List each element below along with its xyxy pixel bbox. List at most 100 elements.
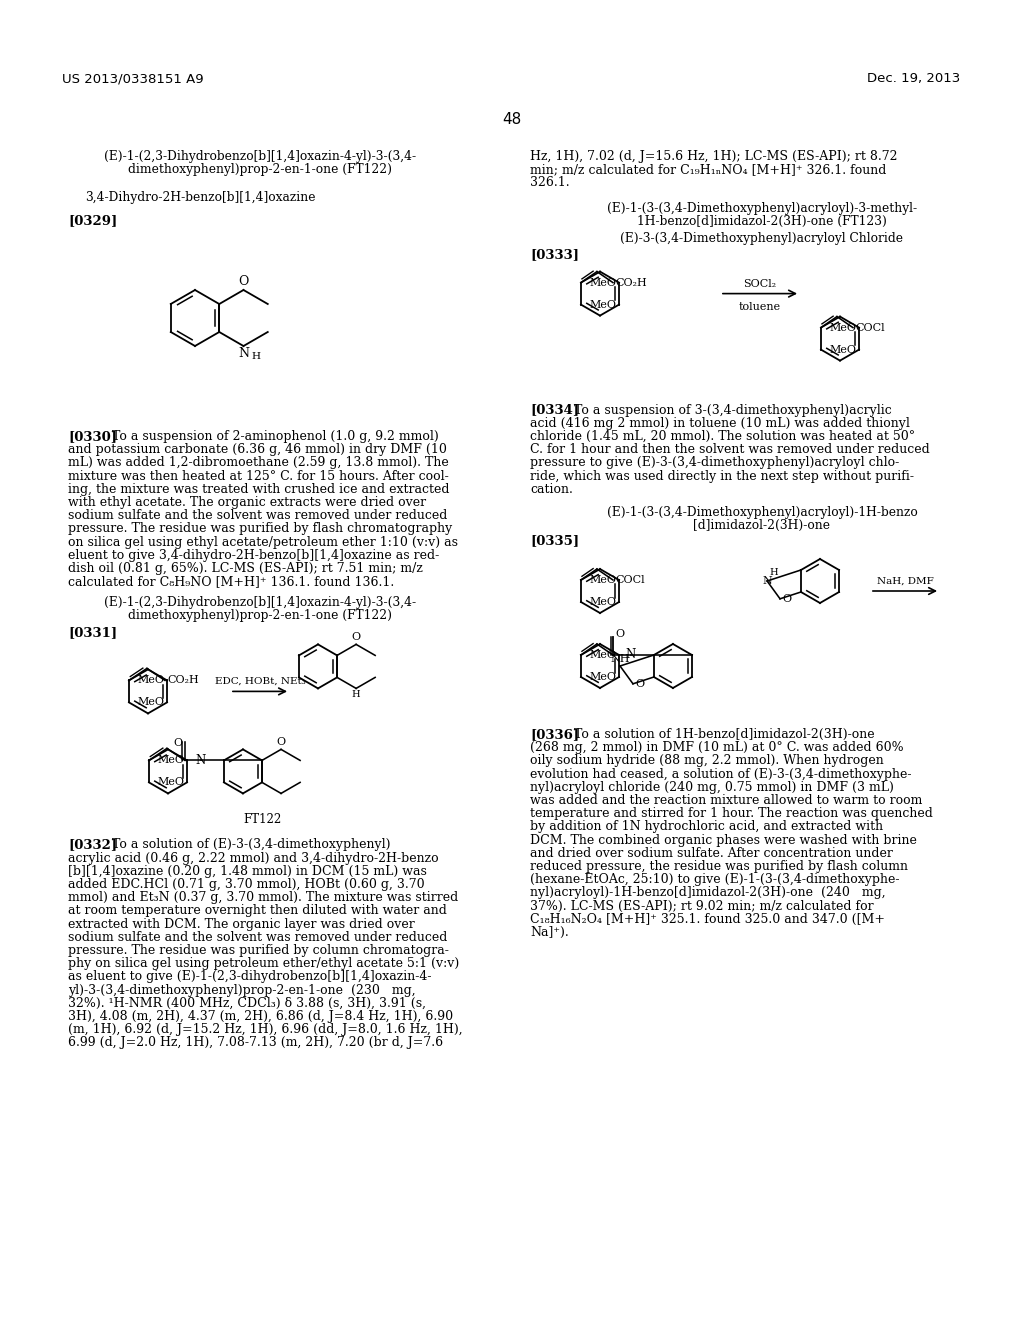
Text: with ethyl acetate. The organic extracts were dried over: with ethyl acetate. The organic extracts…	[68, 496, 426, 510]
Text: MeO: MeO	[157, 755, 184, 766]
Text: MeO: MeO	[589, 300, 616, 310]
Text: sodium sulfate and the solvent was removed under reduced: sodium sulfate and the solvent was remov…	[68, 510, 447, 523]
Text: N: N	[626, 648, 636, 661]
Text: (E)-1-(2,3-Dihydrobenzo[b][1,4]oxazin-4-yl)-3-(3,4-: (E)-1-(2,3-Dihydrobenzo[b][1,4]oxazin-4-…	[104, 150, 416, 162]
Text: cation.: cation.	[530, 483, 572, 496]
Text: [0330]: [0330]	[68, 430, 117, 444]
Text: dish oil (0.81 g, 65%). LC-MS (ES-API); rt 7.51 min; m/z: dish oil (0.81 g, 65%). LC-MS (ES-API); …	[68, 562, 423, 576]
Text: (E)-1-(3-(3,4-Dimethoxyphenyl)acryloyl)-3-methyl-: (E)-1-(3-(3,4-Dimethoxyphenyl)acryloyl)-…	[607, 202, 918, 215]
Text: To a solution of 1H-benzo[d]imidazol-2(3H)-one: To a solution of 1H-benzo[d]imidazol-2(3…	[574, 729, 874, 741]
Text: (268 mg, 2 mmol) in DMF (10 mL) at 0° C. was added 60%: (268 mg, 2 mmol) in DMF (10 mL) at 0° C.…	[530, 742, 903, 754]
Text: was added and the reaction mixture allowed to warm to room: was added and the reaction mixture allow…	[530, 795, 923, 807]
Text: To a suspension of 3-(3,4-dimethoxyphenyl)acrylic: To a suspension of 3-(3,4-dimethoxypheny…	[574, 404, 892, 417]
Text: C₁₈H₁₆N₂O₄ [M+H]⁺ 325.1. found 325.0 and 347.0 ([M+: C₁₈H₁₆N₂O₄ [M+H]⁺ 325.1. found 325.0 and…	[530, 913, 885, 925]
Text: pressure. The residue was purified by flash chromatography: pressure. The residue was purified by fl…	[68, 523, 453, 536]
Text: evolution had ceased, a solution of (E)-3-(3,4-dimethoxyphe-: evolution had ceased, a solution of (E)-…	[530, 768, 911, 780]
Text: N: N	[238, 347, 249, 360]
Text: MeO: MeO	[137, 697, 164, 708]
Text: and dried over sodium sulfate. After concentration under: and dried over sodium sulfate. After con…	[530, 847, 893, 859]
Text: N: N	[196, 754, 206, 767]
Text: chloride (1.45 mL, 20 mmol). The solution was heated at 50°: chloride (1.45 mL, 20 mmol). The solutio…	[530, 430, 915, 444]
Text: H: H	[252, 352, 260, 360]
Text: To a suspension of 2-aminophenol (1.0 g, 9.2 mmol): To a suspension of 2-aminophenol (1.0 g,…	[112, 430, 438, 444]
Text: oily sodium hydride (88 mg, 2.2 mmol). When hydrogen: oily sodium hydride (88 mg, 2.2 mmol). W…	[530, 755, 884, 767]
Text: 37%). LC-MS (ES-API); rt 9.02 min; m/z calculated for: 37%). LC-MS (ES-API); rt 9.02 min; m/z c…	[530, 900, 873, 912]
Text: [0333]: [0333]	[530, 248, 579, 261]
Text: MeO: MeO	[137, 676, 164, 685]
Text: O: O	[174, 738, 183, 748]
Text: 1H-benzo[d]imidazol-2(3H)-one (FT123): 1H-benzo[d]imidazol-2(3H)-one (FT123)	[637, 215, 887, 227]
Text: CO₂H: CO₂H	[167, 676, 199, 685]
Text: Hz, 1H), 7.02 (d, J=15.6 Hz, 1H); LC-MS (ES-API); rt 8.72: Hz, 1H), 7.02 (d, J=15.6 Hz, 1H); LC-MS …	[530, 150, 897, 162]
Text: 3,4-Dihydro-2H-benzo[b][1,4]oxazine: 3,4-Dihydro-2H-benzo[b][1,4]oxazine	[85, 191, 315, 205]
Text: NaH, DMF: NaH, DMF	[877, 577, 933, 586]
Text: MeO: MeO	[589, 672, 616, 682]
Text: COCl: COCl	[615, 576, 644, 585]
Text: sodium sulfate and the solvent was removed under reduced: sodium sulfate and the solvent was remov…	[68, 931, 447, 944]
Text: C. for 1 hour and then the solvent was removed under reduced: C. for 1 hour and then the solvent was r…	[530, 444, 930, 457]
Text: EDC, HOBt, NEt₃: EDC, HOBt, NEt₃	[215, 676, 305, 685]
Text: [b][1,4]oxazine (0.20 g, 1.48 mmol) in DCM (15 mL) was: [b][1,4]oxazine (0.20 g, 1.48 mmol) in D…	[68, 865, 427, 878]
Text: 48: 48	[503, 112, 521, 127]
Text: by addition of 1N hydrochloric acid, and extracted with: by addition of 1N hydrochloric acid, and…	[530, 821, 883, 833]
Text: O: O	[782, 594, 792, 603]
Text: [0332]: [0332]	[68, 838, 117, 851]
Text: temperature and stirred for 1 hour. The reaction was quenched: temperature and stirred for 1 hour. The …	[530, 808, 933, 820]
Text: H: H	[352, 690, 360, 700]
Text: 32%). ¹H-NMR (400 MHz, CDCl₃) δ 3.88 (s, 3H), 3.91 (s,: 32%). ¹H-NMR (400 MHz, CDCl₃) δ 3.88 (s,…	[68, 997, 426, 1010]
Text: DCM. The combined organic phases were washed with brine: DCM. The combined organic phases were wa…	[530, 834, 916, 846]
Text: added EDC.HCl (0.71 g, 3.70 mmol), HOBt (0.60 g, 3.70: added EDC.HCl (0.71 g, 3.70 mmol), HOBt …	[68, 878, 425, 891]
Text: yl)-3-(3,4-dimethoxyphenyl)prop-2-en-1-one  (230   mg,: yl)-3-(3,4-dimethoxyphenyl)prop-2-en-1-o…	[68, 983, 416, 997]
Text: pressure. The residue was purified by column chromatogra-: pressure. The residue was purified by co…	[68, 944, 449, 957]
Text: 6.99 (d, J=2.0 Hz, 1H), 7.08-7.13 (m, 2H), 7.20 (br d, J=7.6: 6.99 (d, J=2.0 Hz, 1H), 7.08-7.13 (m, 2H…	[68, 1036, 443, 1049]
Text: SOCl₂: SOCl₂	[743, 279, 776, 289]
Text: mmol) and Et₃N (0.37 g, 3.70 mmol). The mixture was stirred: mmol) and Et₃N (0.37 g, 3.70 mmol). The …	[68, 891, 459, 904]
Text: ride, which was used directly in the next step without purifi-: ride, which was used directly in the nex…	[530, 470, 914, 483]
Text: toluene: toluene	[739, 301, 781, 312]
Text: Dec. 19, 2013: Dec. 19, 2013	[866, 73, 961, 84]
Text: O: O	[276, 738, 286, 747]
Text: H: H	[769, 568, 777, 577]
Text: reduced pressure, the residue was purified by flash column: reduced pressure, the residue was purifi…	[530, 861, 908, 873]
Text: [0334]: [0334]	[530, 404, 580, 417]
Text: 326.1.: 326.1.	[530, 177, 569, 189]
Text: (E)-3-(3,4-Dimethoxyphenyl)acryloyl Chloride: (E)-3-(3,4-Dimethoxyphenyl)acryloyl Chlo…	[621, 231, 903, 244]
Text: calculated for C₈H₉NO [M+H]⁺ 136.1. found 136.1.: calculated for C₈H₉NO [M+H]⁺ 136.1. foun…	[68, 576, 394, 589]
Text: min; m/z calculated for C₁₉H₁ₙNO₄ [M+H]⁺ 326.1. found: min; m/z calculated for C₁₉H₁ₙNO₄ [M+H]⁺…	[530, 164, 887, 176]
Text: ing, the mixture was treated with crushed ice and extracted: ing, the mixture was treated with crushe…	[68, 483, 450, 496]
Text: O: O	[239, 275, 249, 288]
Text: Na]⁺).: Na]⁺).	[530, 927, 568, 939]
Text: MeO: MeO	[589, 597, 616, 607]
Text: O: O	[635, 678, 644, 689]
Text: (hexane-EtOAc, 25:10) to give (E)-1-(3-(3,4-dimethoxyphe-: (hexane-EtOAc, 25:10) to give (E)-1-(3-(…	[530, 874, 899, 886]
Text: [0336]: [0336]	[530, 729, 580, 741]
Text: O: O	[351, 632, 360, 643]
Text: and potassium carbonate (6.36 g, 46 mmol) in dry DMF (10: and potassium carbonate (6.36 g, 46 mmol…	[68, 444, 446, 457]
Text: COCl: COCl	[855, 322, 885, 333]
Text: MeO: MeO	[589, 576, 616, 585]
Text: eluent to give 3,4-dihydro-2H-benzo[b][1,4]oxazine as red-: eluent to give 3,4-dihydro-2H-benzo[b][1…	[68, 549, 439, 562]
Text: O: O	[615, 630, 624, 639]
Text: To a solution of (E)-3-(3,4-dimethoxyphenyl): To a solution of (E)-3-(3,4-dimethoxyphe…	[112, 838, 390, 851]
Text: mixture was then heated at 125° C. for 15 hours. After cool-: mixture was then heated at 125° C. for 1…	[68, 470, 449, 483]
Text: (E)-1-(3-(3,4-Dimethoxyphenyl)acryloyl)-1H-benzo: (E)-1-(3-(3,4-Dimethoxyphenyl)acryloyl)-…	[606, 506, 918, 519]
Text: acid (416 mg 2 mmol) in toluene (10 mL) was added thionyl: acid (416 mg 2 mmol) in toluene (10 mL) …	[530, 417, 910, 430]
Text: [0331]: [0331]	[68, 627, 117, 639]
Text: MeO: MeO	[829, 345, 856, 355]
Text: phy on silica gel using petroleum ether/ethyl acetate 5:1 (v:v): phy on silica gel using petroleum ether/…	[68, 957, 459, 970]
Text: NH: NH	[610, 653, 630, 664]
Text: N: N	[762, 576, 772, 586]
Text: CO₂H: CO₂H	[615, 277, 647, 288]
Text: [d]imidazol-2(3H)-one: [d]imidazol-2(3H)-one	[693, 519, 830, 532]
Text: MeO: MeO	[157, 777, 184, 788]
Text: on silica gel using ethyl acetate/petroleum ether 1:10 (v:v) as: on silica gel using ethyl acetate/petrol…	[68, 536, 458, 549]
Text: dimethoxyphenyl)prop-2-en-1-one (FT122): dimethoxyphenyl)prop-2-en-1-one (FT122)	[128, 610, 392, 623]
Text: as eluent to give (E)-1-(2,3-dihydrobenzo[b][1,4]oxazin-4-: as eluent to give (E)-1-(2,3-dihydrobenz…	[68, 970, 431, 983]
Text: MeO: MeO	[829, 322, 856, 333]
Text: US 2013/0338151 A9: US 2013/0338151 A9	[62, 73, 204, 84]
Text: MeO: MeO	[589, 277, 616, 288]
Text: extracted with DCM. The organic layer was dried over: extracted with DCM. The organic layer wa…	[68, 917, 415, 931]
Text: nyl)acryloyl)-1H-benzo[d]imidazol-2(3H)-one  (240   mg,: nyl)acryloyl)-1H-benzo[d]imidazol-2(3H)-…	[530, 887, 886, 899]
Text: dimethoxyphenyl)prop-2-en-1-one (FT122): dimethoxyphenyl)prop-2-en-1-one (FT122)	[128, 162, 392, 176]
Text: [0329]: [0329]	[68, 214, 118, 227]
